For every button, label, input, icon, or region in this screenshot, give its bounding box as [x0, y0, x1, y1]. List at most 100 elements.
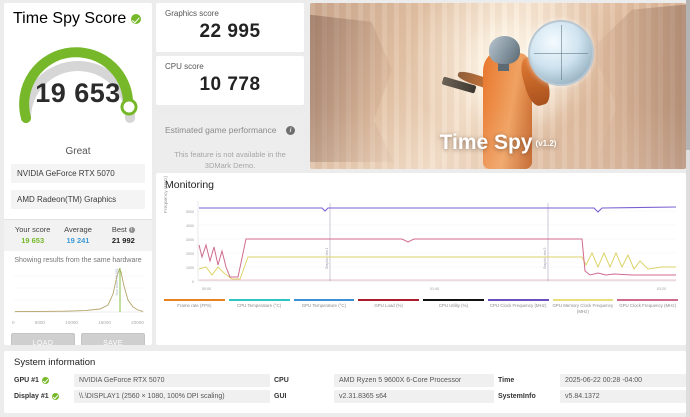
svg-text:00:00: 00:00 — [202, 287, 211, 291]
cpu-score-label: CPU score — [165, 62, 204, 71]
svg-text:Your score 19 653: Your score 19 653 — [115, 268, 119, 296]
sysinfo-value-display1: \\.\DISPLAY1 (2560 × 1080, 100% DPI scal… — [74, 390, 270, 403]
time-spy-score-panel: Time Spy Score 19 653 Great NVIDIA GeFor… — [4, 3, 152, 345]
legend-swatch — [228, 299, 290, 302]
time-spy-score-header: Time Spy Score — [4, 3, 152, 32]
monitoring-plot: 5000 4000 3000 2000 1000 0 00:00 01:40 0… — [186, 201, 677, 291]
hardware-igpu: AMD Radeon(TM) Graphics — [11, 190, 145, 209]
monitoring-panel: Monitoring Frequency (MHz) 5000 4000 300… — [156, 173, 686, 345]
svg-text:1000: 1000 — [186, 266, 194, 270]
distribution-xticks: 0 5000 10000 15000 20000 — [10, 320, 146, 325]
xtick-3: 15000 — [98, 320, 111, 325]
comparison-best-label: Best i — [101, 225, 146, 234]
cpu-score-card: CPU score 10 778 — [156, 56, 304, 105]
legend-item-frame-rate: Frame rate (FPS) — [164, 299, 225, 315]
estimated-game-performance-title: Estimated game performance — [165, 125, 277, 135]
legend-item-gpu-clock-frequency: GPU Clock Frequency (MHz) — [617, 299, 678, 315]
system-information-title: System information — [14, 357, 96, 368]
legend-label: GPU Clock Frequency (MHz) — [619, 303, 677, 309]
legend-item-gpu-load: GPU Load (%) — [358, 299, 419, 315]
hero-caption: Time Spy (v1.2) — [310, 131, 686, 155]
svg-text:Graphics test 1: Graphics test 1 — [325, 247, 329, 269]
time-spy-score-title: Time Spy Score — [13, 10, 127, 27]
sysinfo-key-gpu1: GPU #1 — [14, 377, 70, 384]
comparison-best-value: 21 992 — [111, 236, 135, 245]
info-icon[interactable]: i — [128, 227, 135, 233]
scrollbar-track[interactable] — [686, 0, 690, 417]
sysinfo-key-display1: Display #1 — [14, 393, 70, 400]
legend-swatch — [164, 299, 225, 302]
comparison-average-label: Average — [64, 225, 92, 234]
load-save-buttons: LOAD SAVE — [4, 326, 152, 345]
info-icon[interactable]: i — [286, 125, 295, 135]
hero-caption-backdrop — [310, 105, 686, 169]
legend-label: GPU Temperature (°C) — [301, 303, 347, 309]
score-value: 19 653 — [35, 78, 121, 108]
graphics-score-label: Graphics score — [165, 9, 219, 18]
monitoring-legend: Frame rate (FPS) CPU Temperature (°C) GP… — [156, 295, 686, 315]
sysinfo-key-time: Time — [498, 377, 515, 384]
legend-swatch — [487, 299, 549, 302]
graphics-score-value: 22 995 — [199, 21, 261, 42]
sysinfo-value-time: 2025-06-22 00:28 -04:00 — [560, 374, 690, 387]
score-comparison: Your score 19 653 Average 19 241 Best i 2… — [4, 219, 152, 251]
score-breakdown-column: Graphics score 22 995 CPU score 10 778 E… — [156, 3, 304, 181]
gauge-arc — [19, 47, 138, 123]
xtick-2: 10000 — [65, 320, 78, 325]
xtick-1: 5000 — [34, 320, 45, 325]
score-distribution-chart: Your score 19 653 0 5000 10000 15000 200… — [10, 266, 146, 326]
sysinfo-value-gpu1: NVIDIA GeForce RTX 5070 — [74, 374, 270, 387]
check-circle-icon — [51, 393, 59, 400]
legend-label: Frame rate (FPS) — [177, 303, 212, 309]
legend-swatch — [423, 299, 484, 302]
estimated-game-performance-header: Estimated game performance i — [165, 125, 295, 135]
legend-swatch — [552, 299, 614, 302]
time-spy-hero-image: Time Spy (v1.2) — [310, 3, 686, 169]
save-button[interactable]: SAVE — [81, 333, 145, 345]
scrollbar-thumb[interactable] — [686, 0, 690, 150]
cpu-score-value: 10 778 — [199, 74, 261, 95]
svg-text:3000: 3000 — [186, 238, 194, 242]
svg-text:Graphics test 2: Graphics test 2 — [543, 247, 547, 269]
svg-text:03:20: 03:20 — [657, 287, 666, 291]
hero-title: Time Spy — [439, 131, 533, 154]
hero-version: (v1.2) — [535, 139, 557, 148]
legend-item-cpu-utility: CPU Utility (%) — [423, 299, 484, 315]
sysinfo-key-systeminfo: SystemInfo — [498, 393, 536, 400]
monitoring-ylabel: Frequency (MHz) — [164, 175, 169, 213]
legend-item-cpu-temperature: CPU Temperature (°C) — [228, 299, 290, 315]
sysinfo-value-gui: v2.31.8365 s64 — [334, 390, 494, 403]
system-information-grid: GPU #1 NVIDIA GeForce RTX 5070 CPU AMD R… — [4, 368, 690, 403]
monitoring-chart: Frequency (MHz) 5000 4000 3000 2000 1000… — [162, 176, 680, 295]
comparison-your-score: Your score 19 653 — [10, 225, 55, 245]
system-information-panel: System information GPU #1 NVIDIA GeForce… — [4, 351, 690, 413]
character-helmet — [488, 36, 521, 65]
svg-text:01:40: 01:40 — [430, 287, 439, 291]
legend-item-gpu-temperature: GPU Temperature (°C) — [293, 299, 355, 315]
legend-swatch — [358, 299, 419, 302]
estimated-game-performance-message: This feature is not available in the 3DM… — [174, 150, 286, 171]
estimated-game-performance-card: Estimated game performance i This featur… — [156, 116, 304, 181]
legend-swatch — [617, 299, 678, 302]
svg-text:0: 0 — [192, 280, 194, 284]
legend-label: CPU Utility (%) — [438, 303, 469, 309]
svg-text:2000: 2000 — [186, 252, 194, 256]
comparison-your-score-label: Your score — [14, 225, 51, 234]
comparison-average: Average 19 241 — [55, 225, 100, 245]
legend-item-gpu-memory-clock-frequency: GPU Memory Clock Frequency (MHz) — [552, 299, 614, 315]
svg-text:4000: 4000 — [186, 224, 194, 228]
sysinfo-key-cpu: CPU — [274, 377, 289, 384]
legend-label: CPU Temperature (°C) — [237, 303, 282, 309]
load-button[interactable]: LOAD — [11, 333, 75, 345]
legend-swatch — [293, 299, 355, 302]
legend-label: CPU Clock Frequency (MHz) — [489, 303, 547, 309]
check-circle-icon — [131, 14, 142, 24]
graphics-score-card: Graphics score 22 995 — [156, 3, 304, 52]
legend-label: GPU Memory Clock Frequency (MHz) — [552, 303, 614, 315]
score-rating: Great — [65, 146, 91, 157]
legend-label: GPU Load (%) — [374, 303, 403, 309]
legend-item-cpu-clock-frequency: CPU Clock Frequency (MHz) — [487, 299, 549, 315]
svg-text:5000: 5000 — [186, 210, 194, 214]
character-neck — [498, 59, 510, 72]
